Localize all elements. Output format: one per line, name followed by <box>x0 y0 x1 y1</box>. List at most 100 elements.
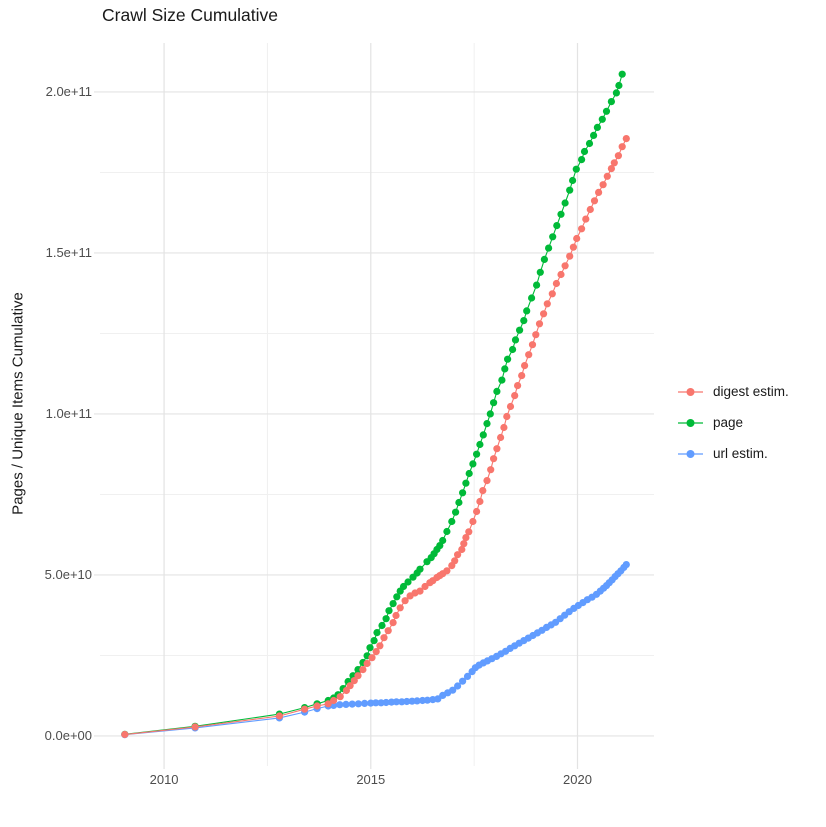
data-point <box>590 131 598 139</box>
data-point <box>557 210 565 218</box>
data-point <box>363 659 371 668</box>
data-point <box>368 654 376 662</box>
y-axis-title: Pages / Unique Items Cumulative <box>9 292 27 515</box>
data-point <box>532 331 540 339</box>
data-point <box>595 188 603 196</box>
data-point <box>372 699 380 707</box>
legend-item-digest-estim: digest estim. <box>677 376 789 407</box>
data-point <box>543 300 551 308</box>
data-point <box>121 730 129 739</box>
y-tick-label: 1.5e+11 <box>45 245 92 261</box>
data-point <box>476 497 484 506</box>
data-point <box>460 540 468 548</box>
data-point <box>413 697 421 705</box>
data-point <box>590 197 599 205</box>
data-point <box>399 582 408 591</box>
data-point <box>610 159 618 167</box>
data-point <box>330 696 338 705</box>
data-point <box>336 693 344 701</box>
data-point <box>607 98 616 106</box>
data-point <box>552 279 561 288</box>
data-point <box>578 225 586 233</box>
data-point <box>497 433 505 442</box>
data-point <box>373 629 381 637</box>
data-point <box>370 637 378 645</box>
data-point <box>476 440 484 449</box>
data-point <box>520 317 528 325</box>
data-point <box>443 527 451 536</box>
data-point <box>324 700 332 708</box>
data-point <box>516 326 524 334</box>
data-point <box>384 627 392 635</box>
legend: digest estim. page url estim. <box>677 376 789 469</box>
data-point <box>500 423 508 432</box>
data-point <box>618 70 626 78</box>
data-point <box>518 372 526 380</box>
data-point <box>473 450 481 458</box>
series-line-digest-estim- <box>124 138 627 736</box>
data-point <box>380 634 388 642</box>
data-point <box>462 479 470 487</box>
data-point <box>573 234 581 243</box>
x-tick-label: 2015 <box>356 772 386 787</box>
data-point <box>486 410 494 418</box>
legend-key-digest-estim-icon <box>678 387 703 396</box>
data-point <box>599 181 607 189</box>
x-tick-label: 2010 <box>149 772 179 787</box>
data-point <box>469 517 477 526</box>
data-point <box>503 412 511 421</box>
data-point <box>548 290 556 298</box>
data-point <box>487 466 495 474</box>
data-point <box>598 115 606 123</box>
data-point <box>593 123 602 131</box>
data-point <box>483 420 491 428</box>
data-point <box>508 345 517 354</box>
data-point <box>506 402 515 411</box>
data-point <box>336 701 344 709</box>
data-point <box>191 723 199 731</box>
data-point <box>346 682 354 690</box>
data-point <box>521 362 529 370</box>
data-point <box>569 176 577 185</box>
data-point <box>348 700 356 708</box>
data-point <box>454 551 462 559</box>
data-point <box>545 244 553 252</box>
data-point <box>607 165 616 173</box>
data-point <box>463 672 472 681</box>
legend-label-digest-estim: digest estim. <box>713 384 789 399</box>
data-point <box>465 528 473 536</box>
data-point <box>401 597 409 605</box>
data-point <box>459 489 467 497</box>
data-point <box>535 320 544 328</box>
data-point <box>359 666 367 674</box>
data-point <box>483 477 491 485</box>
data-point <box>540 310 548 318</box>
y-tick-label: 2.0e+11 <box>45 84 92 100</box>
data-point <box>372 648 380 656</box>
chart-title: Crawl Size Cumulative <box>102 5 279 25</box>
data-point <box>313 702 321 710</box>
data-point <box>578 156 586 164</box>
data-point <box>498 376 506 384</box>
data-point <box>602 107 611 115</box>
data-point <box>528 341 537 349</box>
data-point <box>622 135 630 143</box>
data-point <box>582 215 590 223</box>
data-point <box>618 143 626 151</box>
data-point <box>465 469 473 478</box>
data-point <box>403 697 411 706</box>
data-point <box>342 700 350 709</box>
legend-key-url-estim-icon <box>678 449 703 458</box>
data-point <box>561 199 569 207</box>
data-point <box>569 243 578 251</box>
data-point <box>525 351 533 359</box>
data-point <box>561 262 569 270</box>
data-point <box>350 677 358 685</box>
data-point <box>586 205 594 214</box>
data-point <box>382 615 390 623</box>
data-point <box>443 567 451 575</box>
data-point <box>501 365 509 373</box>
legend-label-page: page <box>713 415 744 430</box>
legend-item-page: page <box>677 407 789 438</box>
